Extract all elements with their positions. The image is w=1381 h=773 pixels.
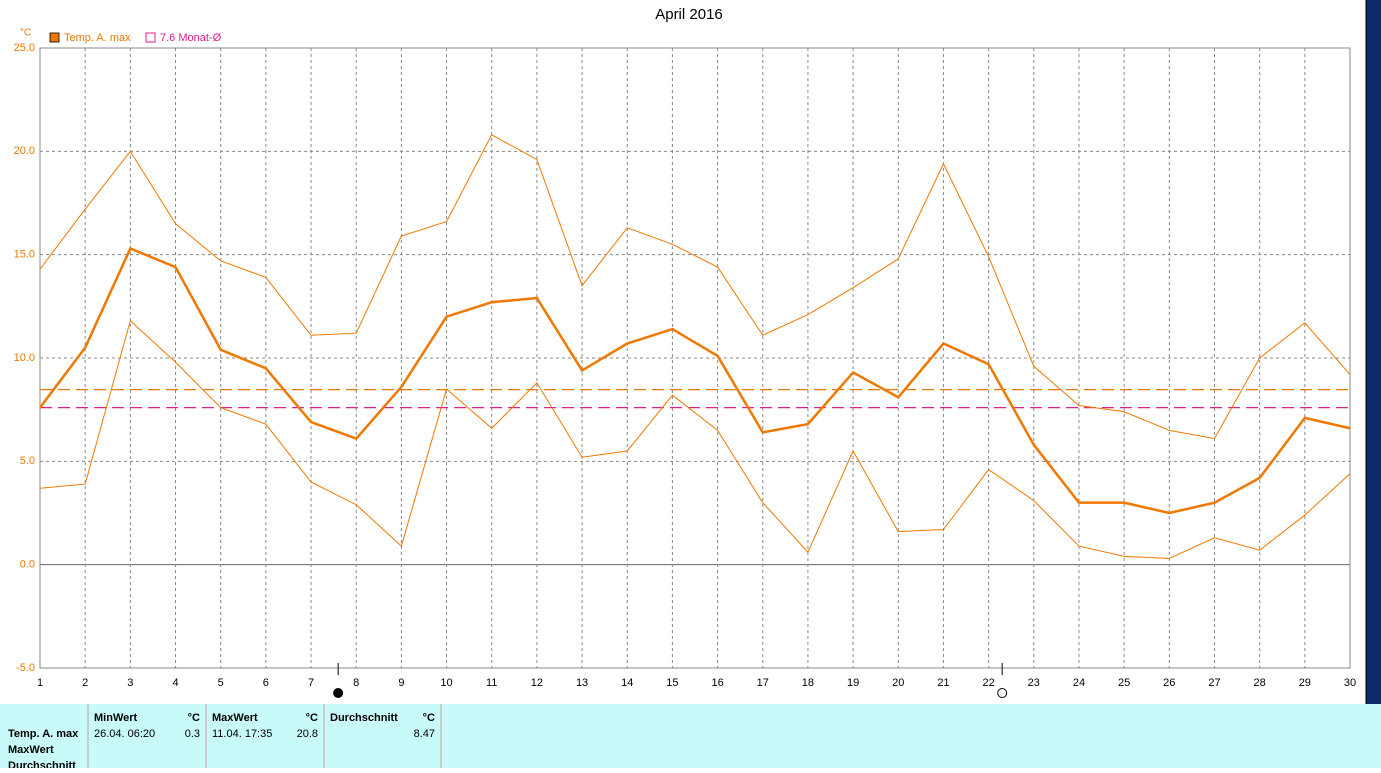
y-tick-label: 5.0 (20, 455, 35, 467)
x-tick-label: 24 (1073, 677, 1085, 689)
table-bg (0, 704, 1381, 768)
x-tick-label: 26 (1163, 677, 1175, 689)
y-tick-label: 10.0 (14, 352, 35, 364)
y-unit: °C (20, 28, 31, 39)
series-line (39, 246, 1351, 515)
cell-value: 0.3 (185, 728, 200, 740)
x-tick-label: 11 (486, 677, 497, 689)
x-tick-label: 19 (847, 677, 859, 689)
legend-swatch (145, 32, 156, 43)
x-tick-label: 15 (666, 677, 678, 689)
x-tick-label: 18 (802, 677, 814, 689)
x-tick-label: 5 (218, 677, 224, 689)
x-tick-label: 10 (440, 677, 452, 689)
cell-time: 11.04. 17:35 (212, 728, 272, 740)
column-header: MinWert (94, 712, 138, 724)
x-tick-label: 12 (531, 677, 543, 689)
legend-label: 7.6 Monat-Ø (160, 32, 222, 44)
x-tick-label: 30 (1344, 677, 1356, 689)
row-label: Durchschnitt (8, 760, 76, 768)
side-strip (1366, 0, 1381, 704)
x-tick-label: 17 (757, 677, 769, 689)
series-line (39, 134, 1351, 440)
x-tick-label: 2 (82, 677, 88, 689)
cell-value: 8.47 (414, 728, 435, 740)
x-tick-label: 13 (576, 677, 588, 689)
y-tick-label: 25.0 (14, 42, 35, 54)
row-label: Temp. A. max (8, 728, 79, 740)
legend-label: Temp. A. max (64, 32, 131, 44)
column-unit: °C (188, 712, 200, 724)
x-tick-label: 4 (172, 677, 178, 689)
x-tick-label: 20 (892, 677, 904, 689)
x-tick-label: 27 (1208, 677, 1220, 689)
x-tick-label: 3 (127, 677, 133, 689)
x-tick-label: 29 (1299, 677, 1311, 689)
y-tick-label: 15.0 (14, 249, 35, 261)
legend-swatch (49, 32, 60, 43)
y-tick-label: -5.0 (16, 662, 35, 674)
column-unit: °C (423, 712, 435, 724)
column-header: MaxWert (212, 712, 258, 724)
moon-phase (333, 688, 344, 698)
row-label: MaxWert (8, 744, 54, 756)
x-tick-label: 23 (1028, 677, 1040, 689)
x-tick-label: 7 (308, 677, 314, 689)
x-tick-label: 25 (1118, 677, 1130, 689)
chart-title: April 2016 (655, 6, 723, 23)
x-tick-label: 6 (263, 677, 269, 689)
x-tick-label: 9 (398, 677, 404, 689)
x-tick-label: 8 (353, 677, 359, 689)
column-header: Durchschnitt (330, 712, 398, 724)
series-line (39, 319, 1351, 559)
x-tick-label: 1 (37, 677, 43, 689)
y-tick-label: 0.0 (20, 559, 35, 571)
x-tick-label: 14 (621, 677, 633, 689)
y-tick-label: 20.0 (14, 145, 35, 157)
moon-phase (997, 688, 1008, 698)
x-tick-label: 16 (711, 677, 723, 689)
cell-time: 26.04. 06:20 (94, 728, 155, 740)
x-tick-label: 28 (1254, 677, 1266, 689)
stats-table: Temp. A. max MaxWert Durchschnitt MinWert °C… (0, 704, 1381, 772)
x-tick-label: 22 (982, 677, 994, 689)
x-tick-label: 21 (937, 677, 949, 689)
cell-value: 20.8 (297, 728, 318, 740)
column-unit: °C (306, 712, 318, 724)
